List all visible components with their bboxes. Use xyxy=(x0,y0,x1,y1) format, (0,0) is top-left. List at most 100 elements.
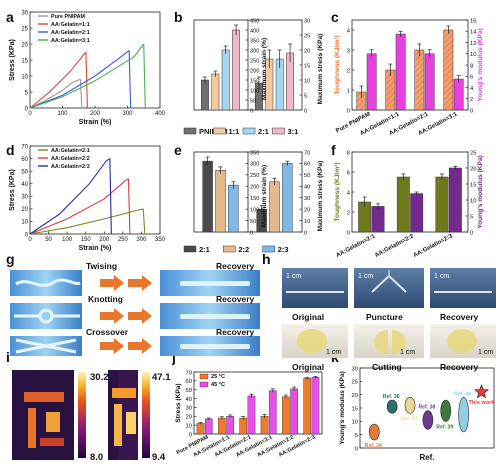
g-result-label: Recovery xyxy=(216,261,255,271)
y-tick-label: 16 xyxy=(470,18,476,24)
point-label: Ref. 40 xyxy=(454,391,471,397)
y-tick-label: 40 xyxy=(21,182,28,188)
y-tick-label: 10 xyxy=(186,423,192,429)
h-photo-original xyxy=(282,268,348,308)
y-tick-label: 40 xyxy=(304,185,310,191)
h-bottom-label: Recovery xyxy=(440,362,479,372)
scale-bar-label: 1 cm xyxy=(286,273,301,280)
panel-label-j: j xyxy=(171,349,176,365)
chart-j-stress-temperature: Pure PNIPAMAA:Gelatin=1:1AA:Gelatin=2:1A… xyxy=(175,370,323,459)
legend-label: 2:2 xyxy=(238,245,249,254)
series-break xyxy=(142,208,146,235)
panel-label-e: e xyxy=(174,142,182,158)
legend-label: 1:1 xyxy=(229,127,240,136)
y-tick-label: 10 xyxy=(470,198,476,204)
panel-label-i: i xyxy=(6,349,10,365)
toughness-bar xyxy=(396,176,410,233)
point-label: Ref. 36 xyxy=(383,394,400,400)
y-tick-label: 300 xyxy=(250,162,259,168)
y-tick-label: 10 xyxy=(352,420,358,426)
y-tick-label: 0 xyxy=(250,230,253,236)
h-top-label: Recovery xyxy=(440,312,479,322)
y-tick-label: 20 xyxy=(21,42,28,48)
x-category-label: AA:Gelatin=2:3 xyxy=(413,233,455,259)
y-tick-label: 70 xyxy=(304,150,310,156)
legend-label: AA:Gelatin=2:1 xyxy=(51,30,90,36)
g-row-1: Twising Recovery xyxy=(10,261,260,296)
legend-swatch xyxy=(199,373,209,380)
y-tick-label: 200 xyxy=(250,68,259,74)
y-axis-label-right: Maximum stress (KPa) xyxy=(317,34,324,105)
thermal-hot-region xyxy=(112,388,136,398)
thermal-image-left xyxy=(12,370,74,460)
modulus-bar xyxy=(371,206,385,233)
y-tick-label: 300 xyxy=(250,48,259,54)
strain-bar xyxy=(228,184,239,233)
strain-bar xyxy=(221,49,230,111)
y-tick-label: 15 xyxy=(352,406,358,412)
gel-strip-icon xyxy=(180,344,250,349)
strain-bar xyxy=(202,160,213,233)
y-tick-label: 0 xyxy=(470,230,473,236)
y-tick-label: 10 xyxy=(470,52,476,58)
range-ellipse xyxy=(368,423,380,441)
y-tick-label: 100 xyxy=(250,207,259,213)
y-tick-label: 200 xyxy=(250,185,259,191)
y-axis-label-left: Toughness (KJ/m³) xyxy=(334,162,341,221)
legend-label: Pure PNIPAM xyxy=(51,14,86,20)
y-tick-label: 350 xyxy=(250,38,259,44)
g-result-label: Recovery xyxy=(216,327,255,337)
x-tick-label: 150 xyxy=(81,237,92,243)
legend-swatch xyxy=(183,127,197,135)
toughness-bar xyxy=(414,49,425,111)
x-tick-label: 100 xyxy=(62,237,73,243)
stress-bar xyxy=(282,163,293,233)
legend-label: 2:1 xyxy=(258,127,269,136)
y-tick-label: 350 xyxy=(250,150,259,156)
h-bottom-row: 1 cm 1 cm 1 cm Original Cutting Recovery xyxy=(282,324,496,372)
stress-bar xyxy=(290,388,298,435)
gel-strip-icon xyxy=(15,278,81,287)
x-tick-label: 250 xyxy=(118,237,129,243)
y-tick-label: 12 xyxy=(470,41,476,47)
arrow-right-icon xyxy=(128,275,152,291)
colorbar-left-max: 30.2 xyxy=(90,372,109,383)
panel-label-b: b xyxy=(174,9,183,25)
x-tick-label: 350 xyxy=(155,237,166,243)
thermal-hot-region xyxy=(114,404,122,446)
y-tick-label: 30 xyxy=(304,196,310,202)
modulus-bar xyxy=(453,78,464,111)
thermal-hot-region xyxy=(24,392,64,402)
stress-bar xyxy=(269,181,280,233)
y-axis-label-left: Maximum strain (%) xyxy=(261,165,268,227)
plot-frame xyxy=(193,371,323,435)
legend-swatch xyxy=(262,245,275,253)
stress-bar xyxy=(204,418,213,435)
strain-bar xyxy=(232,29,241,111)
y-axis-label-right: Maximum stress (KPa) xyxy=(317,161,324,232)
y-tick-label: 20 xyxy=(470,166,476,172)
series-line xyxy=(29,43,145,109)
stress-bar xyxy=(282,396,290,435)
y-tick-label: 150 xyxy=(250,196,259,202)
y-tick-label: 30 xyxy=(186,406,192,412)
series-line xyxy=(29,158,111,235)
legend-label: AA:Gelatin=3:1 xyxy=(51,38,90,44)
point-label: Ref. 39 xyxy=(436,424,453,430)
y-tick-label: 15 xyxy=(304,63,310,69)
g-action-label: Crossover xyxy=(86,327,129,337)
gel-half-icon xyxy=(392,330,406,354)
y-tick-label: 6 xyxy=(470,75,473,81)
y-tick-label: 10 xyxy=(21,220,28,226)
scale-bar-label: 1 cm xyxy=(478,349,493,356)
h-top-label: Puncture xyxy=(366,312,403,322)
y-tick-label: 60 xyxy=(304,162,310,168)
stress-bar xyxy=(260,416,269,435)
y-tick-label: 20 xyxy=(352,393,358,399)
legend-label: 25 °C xyxy=(211,374,225,380)
y-tick-label: 25 xyxy=(352,380,358,386)
y-tick-label: 25 xyxy=(304,33,310,39)
y-tick-label: 25 xyxy=(470,150,476,156)
